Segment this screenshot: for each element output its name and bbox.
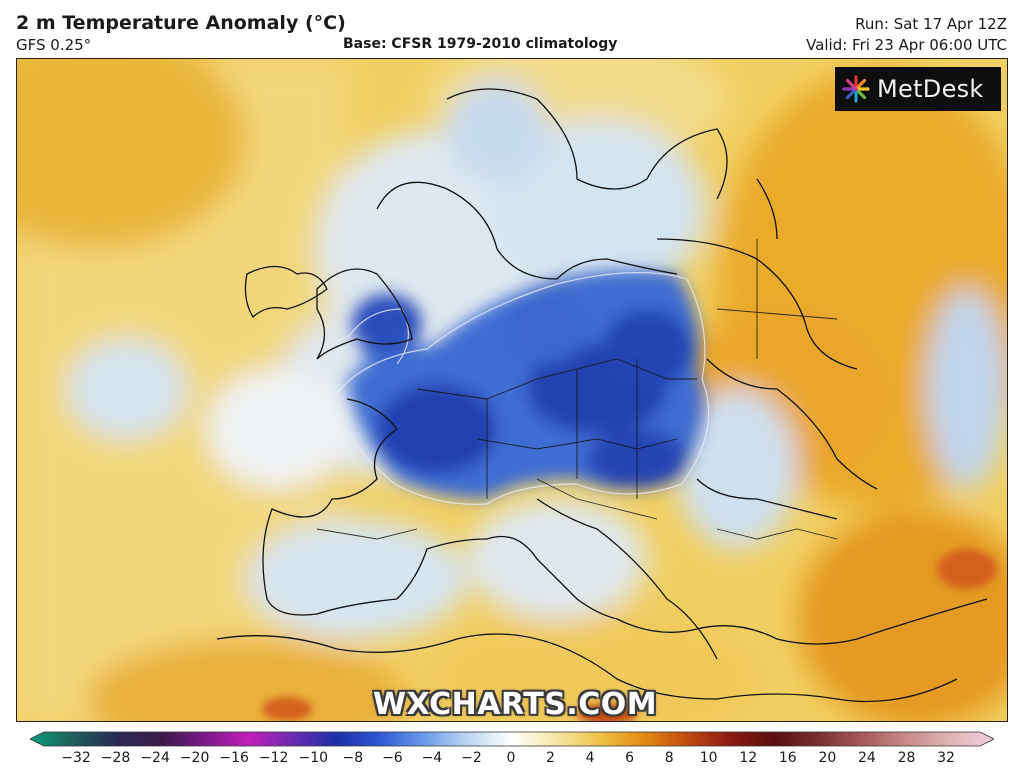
chart-title: 2 m Temperature Anomaly (°C) <box>16 12 346 34</box>
colorbar-tick-label: 12 <box>739 750 758 766</box>
colorbar-tick-label: 0 <box>506 750 516 766</box>
colorbar-tick-label: −8 <box>342 750 364 766</box>
colorbar-tick-label: −20 <box>179 750 210 766</box>
colorbar-tick-label: −12 <box>258 750 289 766</box>
watermark: WXCHARTS.COM <box>373 687 658 722</box>
colorbar-tick-label: 4 <box>585 750 595 766</box>
colorbar-tick-label: 32 <box>937 750 955 766</box>
colorbar-tick-label: −2 <box>461 750 482 766</box>
colorbar-tick-label: 6 <box>625 750 635 766</box>
warm-speckles <box>262 549 997 721</box>
run-time-label: Run: Sat 17 Apr 12Z <box>855 15 1007 33</box>
colorbar-tick-label: 20 <box>818 750 837 766</box>
colorbar-labels: −32 −28 −24 −20 −16 −12 −10 −8 −6 −4 −2 0 2 4 6 8 10 12 16… <box>0 750 1024 770</box>
coastlines <box>216 88 988 703</box>
colorbar-tick-label: −16 <box>219 750 249 766</box>
colorbar-tick-label: 10 <box>699 750 718 766</box>
colorbar-tick-label: −32 <box>61 750 91 766</box>
colorbar-tick-label: −24 <box>140 750 170 766</box>
colorbar-tick-label: 2 <box>546 750 555 766</box>
logo-text: MetDesk <box>877 75 984 103</box>
colorbar-tick-label: 24 <box>857 750 876 766</box>
climatology-base-label: Base: CFSR 1979-2010 climatology <box>343 36 618 52</box>
colorbar-tick-label: 8 <box>664 750 674 766</box>
colorbar-tick-label: −28 <box>100 750 131 766</box>
colorbar-tick-label: −4 <box>421 750 443 766</box>
colorbar-tick-label: −10 <box>298 750 329 766</box>
colorbar-tick-label: 28 <box>897 750 916 766</box>
colorbar-tick-label: 16 <box>778 750 797 766</box>
model-label: GFS 0.25° <box>16 36 92 54</box>
colorbar <box>30 731 994 747</box>
anomaly-map-canvas <box>17 59 1007 721</box>
country-borders <box>316 239 838 540</box>
metdesk-logo: MetDesk <box>835 67 1001 111</box>
anomaly-map: MetDesk WXCHARTS.COM <box>16 58 1008 722</box>
cold-anomaly-core <box>347 270 704 499</box>
metdesk-starburst-icon <box>842 75 870 103</box>
anomaly-field-broad <box>17 59 1007 721</box>
colorbar-gradient <box>30 731 994 747</box>
valid-time-label: Valid: Fri 23 Apr 06:00 UTC <box>806 36 1007 54</box>
colorbar-tick-label: −6 <box>382 750 403 766</box>
